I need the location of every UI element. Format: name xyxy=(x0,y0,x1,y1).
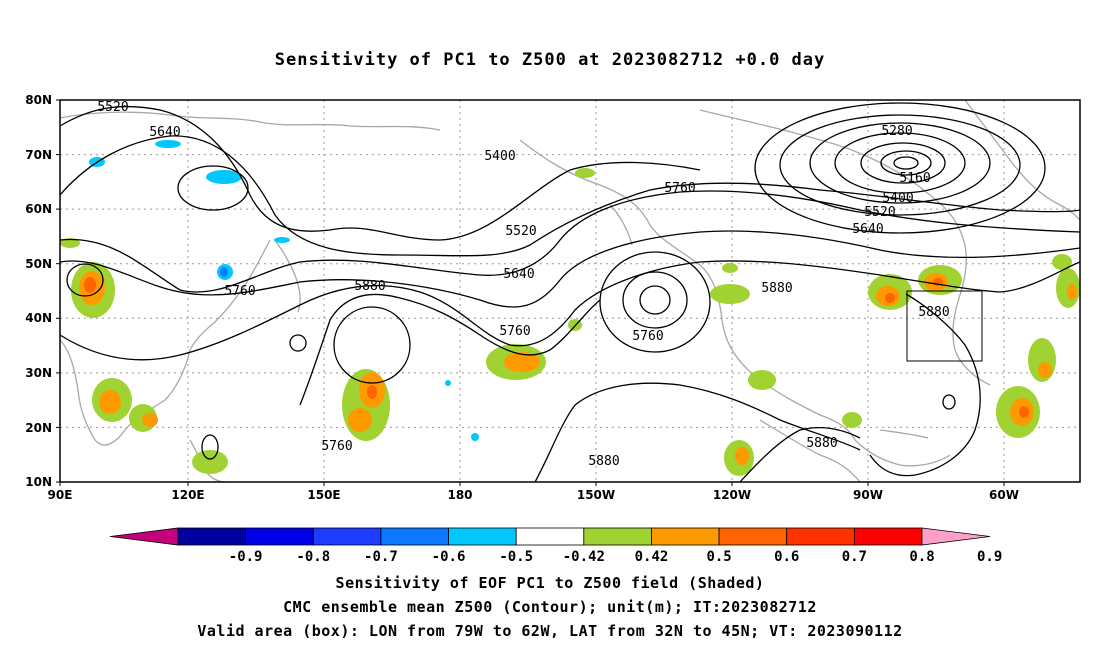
contour-label: 5160 xyxy=(899,171,930,186)
contour-label: 5880 xyxy=(761,281,792,296)
colorbar-segment xyxy=(245,527,314,546)
colorbar-segment xyxy=(448,527,517,546)
lon-label: 60W xyxy=(989,488,1019,502)
lat-label: 60N xyxy=(25,202,52,216)
colorbar-low-extend xyxy=(109,527,179,546)
lat-label: 50N xyxy=(25,257,52,271)
lat-label: 30N xyxy=(25,366,52,380)
contour-label: 5760 xyxy=(321,439,352,454)
contour-label: 5880 xyxy=(918,305,949,320)
lat-label: 80N xyxy=(25,93,52,107)
colorbar-segment xyxy=(177,527,247,546)
lon-label: 120E xyxy=(171,488,204,502)
colorbar-label: -0.5 xyxy=(499,549,533,565)
colorbar-label: 0.42 xyxy=(635,549,669,565)
colorbar-label: -0.42 xyxy=(563,549,605,565)
grid-lines xyxy=(60,100,1080,482)
z500-contours xyxy=(59,102,1081,483)
colorbar-segment xyxy=(583,527,652,546)
contour-label: 5760 xyxy=(632,329,663,344)
contour-label: 5520 xyxy=(864,205,895,220)
sensitivity-shading xyxy=(60,140,1080,476)
colorbar-label: -0.9 xyxy=(229,549,263,565)
footer-line-1: Sensitivity of EOF PC1 to Z500 field (Sh… xyxy=(335,574,765,592)
lat-labels: 80N 70N 60N 50N 40N 30N 20N 10N xyxy=(25,93,52,489)
colorbar-high-extend xyxy=(921,527,991,546)
lon-label: 90W xyxy=(853,488,883,502)
colorbar-segment xyxy=(718,527,788,546)
contour-label: 5520 xyxy=(505,224,536,239)
contour-label: 5880 xyxy=(588,454,619,469)
contour-label: 5880 xyxy=(806,436,837,451)
plot-frame xyxy=(59,99,1081,483)
negative-core-shading xyxy=(220,267,228,277)
lat-label: 20N xyxy=(25,421,52,435)
lon-label: 90E xyxy=(48,488,73,502)
colorbar-segment xyxy=(312,527,382,546)
lon-labels: 90E 120E 150E 180 150W 120W 90W 60W xyxy=(48,488,1019,502)
contour-label: 5400 xyxy=(484,149,515,164)
lat-label: 70N xyxy=(25,148,52,162)
contour-label: 5520 xyxy=(97,100,128,115)
colorbar-label: -0.6 xyxy=(432,549,466,565)
colorbar-label: 0.7 xyxy=(842,549,867,565)
contour-label: 5760 xyxy=(224,284,255,299)
colorbar-label: 0.9 xyxy=(977,549,1002,565)
lat-label: 40N xyxy=(25,311,52,325)
valid-area-box xyxy=(906,290,983,362)
colorbar-label: 0.5 xyxy=(706,549,731,565)
contour-label: 5640 xyxy=(503,267,534,282)
map-title: Sensitivity of PC1 to Z500 at 2023082712… xyxy=(274,50,826,70)
lon-label: 120W xyxy=(713,488,751,502)
lon-label: 150E xyxy=(307,488,340,502)
footer-line-3: Valid area (box): LON from 79W to 62W, L… xyxy=(197,622,903,640)
colorbar-segment xyxy=(380,527,449,546)
contour-label: 5400 xyxy=(882,191,913,206)
contour-label: 5760 xyxy=(499,324,530,339)
colorbar-segment xyxy=(651,527,720,546)
colorbar-segment xyxy=(853,527,923,546)
contour-label: 5280 xyxy=(881,124,912,139)
contour-label: 5880 xyxy=(354,279,385,294)
lat-label: 10N xyxy=(25,475,52,489)
colorbar-segment xyxy=(786,527,855,546)
colorbar-label: -0.8 xyxy=(296,549,330,565)
colorbar: -0.9 -0.8 -0.7 -0.6 -0.5 -0.42 0.42 0.5 0.6 0.7 0.… xyxy=(109,527,1002,565)
contour-label: 5760 xyxy=(664,181,695,196)
contour-labels: 5520 5640 5400 5280 5160 5400 5520 5640 … xyxy=(97,100,949,469)
colorbar-segment xyxy=(515,527,585,546)
colorbar-label: 0.8 xyxy=(909,549,934,565)
footer-line-2: CMC ensemble mean Z500 (Contour); unit(m… xyxy=(283,598,817,616)
tick-marks xyxy=(56,99,1005,486)
contour-label: 5640 xyxy=(149,125,180,140)
colorbar-label: -0.7 xyxy=(364,549,398,565)
lon-label: 180 xyxy=(447,488,472,502)
lon-label: 150W xyxy=(577,488,615,502)
colorbar-label: 0.6 xyxy=(774,549,799,565)
contour-label: 5640 xyxy=(852,222,883,237)
